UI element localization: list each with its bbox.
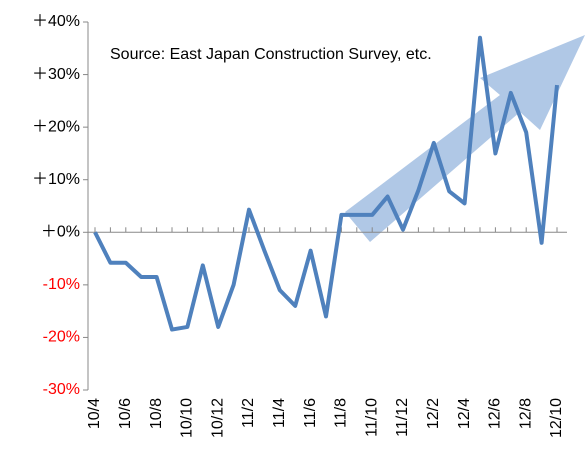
x-tick-label: 12/4 [456,398,473,429]
y-tick-label: ＋30% [32,66,80,83]
y-tick-label: -30% [43,381,80,398]
x-tick-label: 12/2 [425,398,442,429]
x-tick-label: 11/2 [240,398,257,428]
x-tick-label: 12/8 [517,398,534,429]
x-tick-label: 11/10 [363,398,380,437]
x-tick-label: 11/8 [333,398,350,428]
trend-arrow [345,35,585,242]
x-tick-label: 11/4 [271,398,288,428]
y-tick-label: ＋0% [41,224,80,241]
y-tick-label: -10% [43,276,80,293]
x-tick-label: 11/6 [302,398,319,428]
y-tick-label: -20% [43,329,80,346]
annotation: Source: East Japan Construction Survey, … [110,46,432,63]
x-tick-label: 10/10 [179,398,196,438]
x-tick-label: 10/12 [209,398,226,438]
data-line [93,35,559,332]
x-tick-label: 12/10 [548,398,565,438]
x-tick-label: 10/6 [117,398,134,429]
x-tick-label: 12/6 [487,398,504,429]
x-tick-label: 10/4 [86,398,103,429]
y-tick-label: ＋10% [32,171,80,188]
x-tick-label: 10/8 [148,398,165,429]
x-tick-label: 11/12 [394,398,411,437]
y-tick-label: ＋40% [32,13,80,30]
y-tick-label: ＋20% [32,118,80,135]
